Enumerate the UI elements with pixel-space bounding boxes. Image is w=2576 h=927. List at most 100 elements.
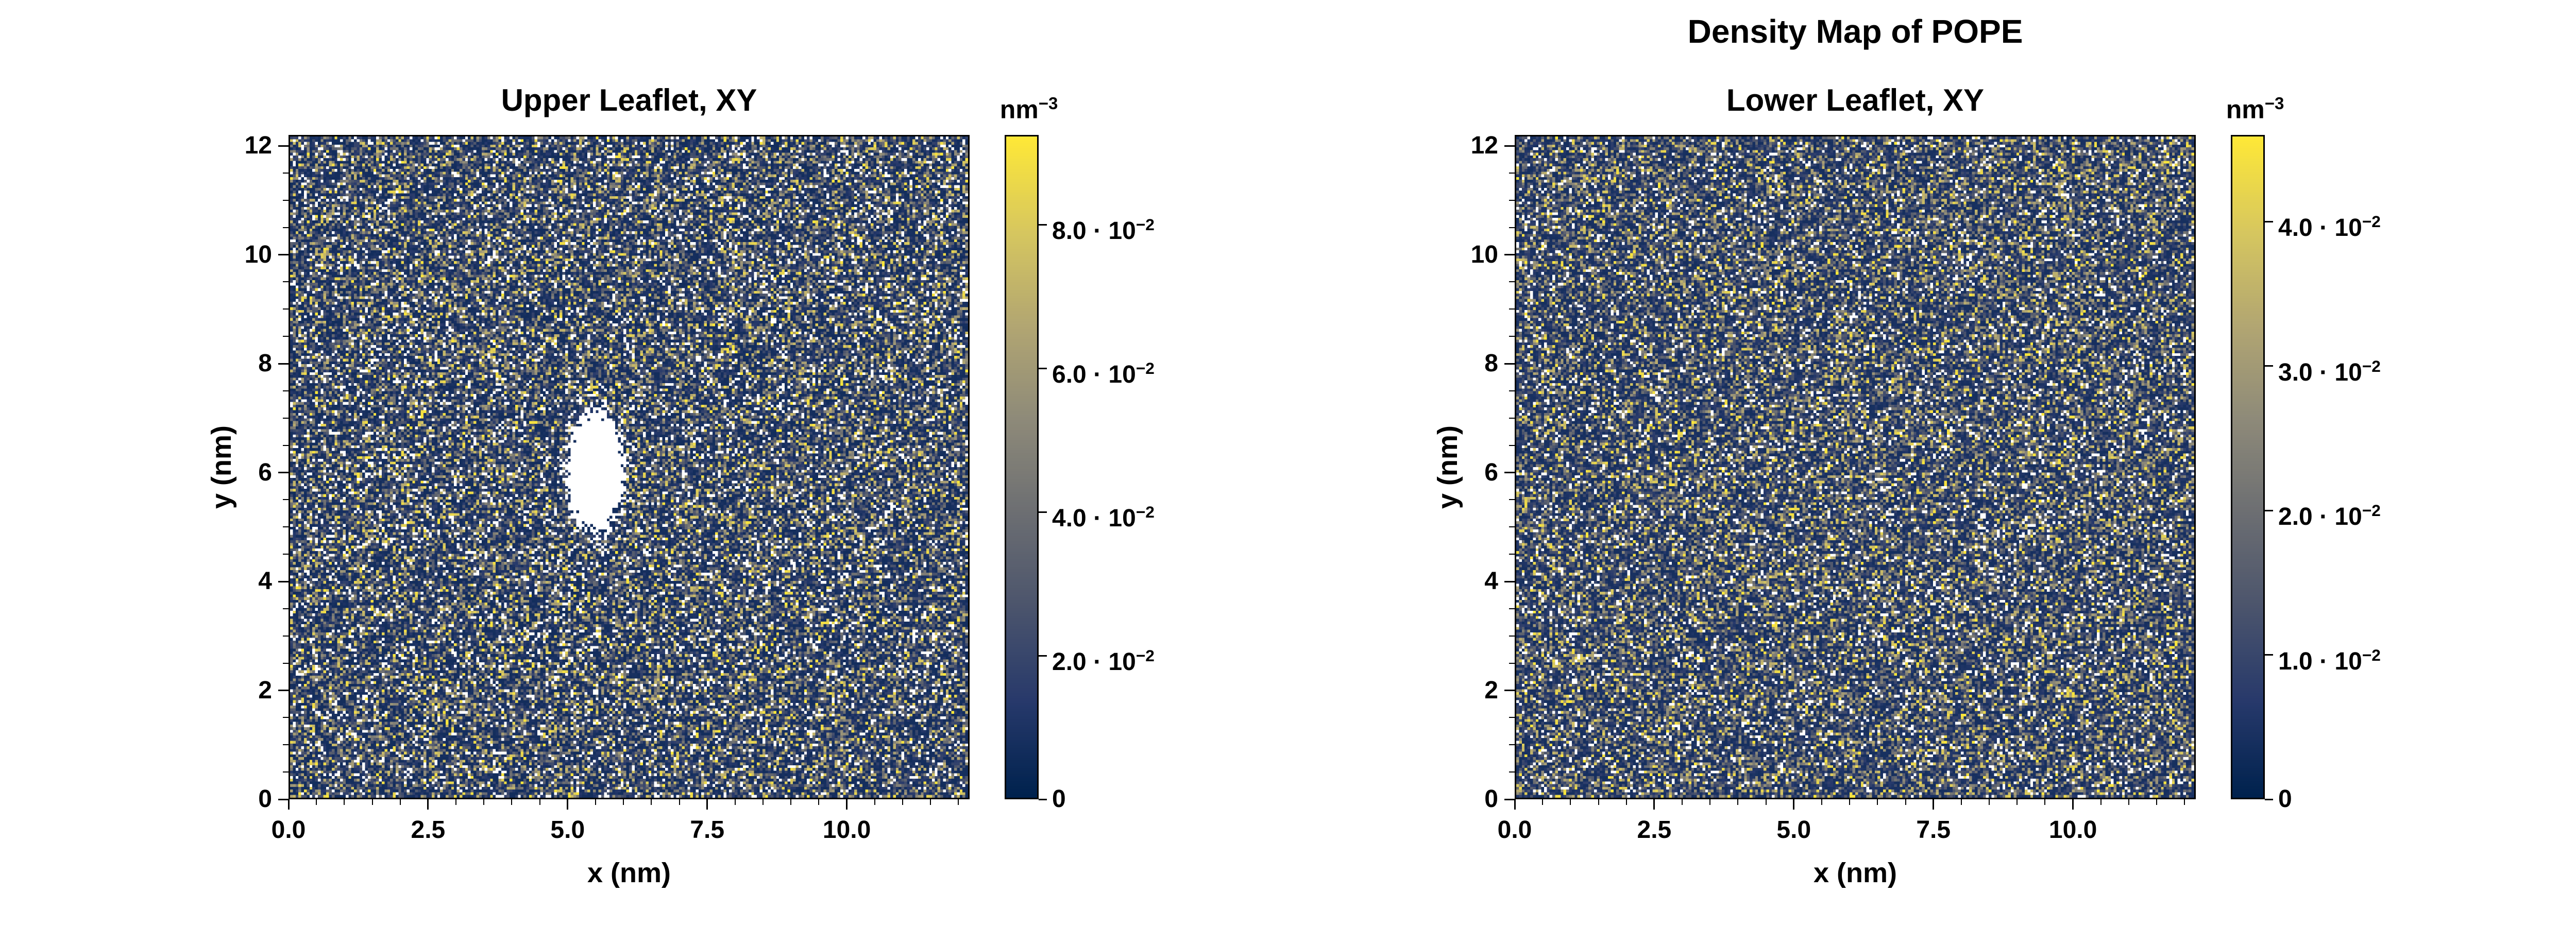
y-minor-tick: [1509, 281, 1515, 283]
y-tick-label: 0: [258, 785, 272, 813]
colorbar-tick: [1039, 367, 1047, 369]
y-minor-tick: [1509, 390, 1515, 391]
x-minor-tick: [399, 799, 401, 805]
y-minor-tick: [1509, 744, 1515, 746]
x-minor-tick: [1737, 799, 1739, 805]
x-major-tick: [2072, 799, 2074, 810]
x-tick-label: 0.0: [271, 816, 306, 844]
x-minor-tick: [679, 799, 680, 805]
y-tick-label: 8: [258, 350, 272, 377]
x-axis-label: x (nm): [1814, 857, 1897, 888]
y-tick-label: 0: [1484, 785, 1498, 813]
x-minor-tick: [902, 799, 903, 805]
x-minor-tick: [651, 799, 652, 805]
x-minor-tick: [2184, 799, 2185, 805]
x-minor-tick: [371, 799, 373, 805]
x-major-tick: [706, 799, 708, 810]
y-major-tick: [278, 798, 289, 800]
x-minor-tick: [316, 799, 317, 805]
y-minor-tick: [1509, 662, 1515, 664]
colorbar-tick-label: 2.0 · 10−2: [2278, 501, 2381, 531]
y-minor-tick: [1509, 173, 1515, 174]
colorbar: [2231, 135, 2265, 799]
y-minor-tick: [283, 662, 289, 664]
y-minor-tick: [1509, 717, 1515, 718]
y-tick-label: 10: [1470, 241, 1498, 268]
colorbar-tick-label: 8.0 · 10−2: [1052, 215, 1155, 245]
panel-title: Lower Leaflet, XY: [1726, 83, 1985, 117]
heatmap-plot: [1515, 135, 2196, 799]
y-minor-tick: [283, 554, 289, 555]
y-major-tick: [1504, 580, 1515, 582]
colorbar-canvas: [2232, 136, 2263, 798]
y-minor-tick: [283, 227, 289, 228]
y-minor-tick: [283, 336, 289, 337]
x-minor-tick: [930, 799, 931, 805]
x-minor-tick: [2016, 799, 2018, 805]
x-tick-label: 7.5: [690, 816, 725, 844]
y-minor-tick: [283, 608, 289, 609]
y-minor-tick: [1509, 608, 1515, 609]
colorbar-tick: [1039, 224, 1047, 226]
y-major-tick: [1504, 798, 1515, 800]
x-tick-label: 10.0: [822, 816, 871, 844]
y-major-tick: [1504, 690, 1515, 692]
y-minor-tick: [283, 635, 289, 637]
y-tick-label: 2: [258, 676, 272, 704]
y-minor-tick: [1509, 635, 1515, 637]
y-minor-tick: [283, 771, 289, 773]
x-minor-tick: [1877, 799, 1878, 805]
y-minor-tick: [1509, 499, 1515, 501]
x-major-tick: [427, 799, 429, 810]
x-tick-label: 5.0: [1776, 816, 1811, 844]
heatmap-plot: [289, 135, 970, 799]
colorbar-unit-label: nm−3: [999, 94, 1058, 124]
y-minor-tick: [283, 417, 289, 419]
y-major-tick: [278, 254, 289, 256]
x-tick-label: 2.5: [411, 816, 446, 844]
x-minor-tick: [1765, 799, 1767, 805]
y-minor-tick: [1509, 417, 1515, 419]
x-minor-tick: [1821, 799, 1822, 805]
y-minor-tick: [1509, 308, 1515, 310]
y-axis-label: y (nm): [1432, 425, 1463, 509]
x-minor-tick: [1849, 799, 1851, 805]
heatmap-canvas: [1516, 136, 2194, 798]
x-minor-tick: [790, 799, 792, 805]
x-minor-tick: [1542, 799, 1544, 805]
x-minor-tick: [455, 799, 457, 805]
x-tick-label: 0.0: [1497, 816, 1532, 844]
y-minor-tick: [1509, 771, 1515, 773]
x-major-tick: [1933, 799, 1935, 810]
y-major-tick: [278, 363, 289, 365]
x-minor-tick: [511, 799, 513, 805]
colorbar-tick: [2265, 365, 2273, 367]
colorbar-tick: [1039, 511, 1047, 513]
x-major-tick: [567, 799, 569, 810]
y-tick-label: 4: [258, 568, 272, 595]
y-major-tick: [278, 580, 289, 582]
x-minor-tick: [874, 799, 875, 805]
colorbar-canvas: [1006, 136, 1037, 798]
y-axis-label: y (nm): [206, 425, 237, 509]
y-minor-tick: [1509, 526, 1515, 528]
x-minor-tick: [2128, 799, 2129, 805]
y-minor-tick: [283, 499, 289, 501]
y-minor-tick: [283, 390, 289, 391]
y-minor-tick: [283, 308, 289, 310]
x-minor-tick: [1960, 799, 1962, 805]
y-minor-tick: [1509, 444, 1515, 446]
x-minor-tick: [1682, 799, 1683, 805]
colorbar-tick-label: 4.0 · 10−2: [1052, 503, 1155, 533]
y-minor-tick: [283, 744, 289, 746]
y-major-tick: [1504, 254, 1515, 256]
colorbar-tick: [2265, 798, 2273, 800]
y-minor-tick: [1509, 336, 1515, 337]
x-minor-tick: [2100, 799, 2102, 805]
colorbar-tick: [2265, 220, 2273, 222]
x-minor-tick: [734, 799, 736, 805]
x-minor-tick: [1905, 799, 1906, 805]
